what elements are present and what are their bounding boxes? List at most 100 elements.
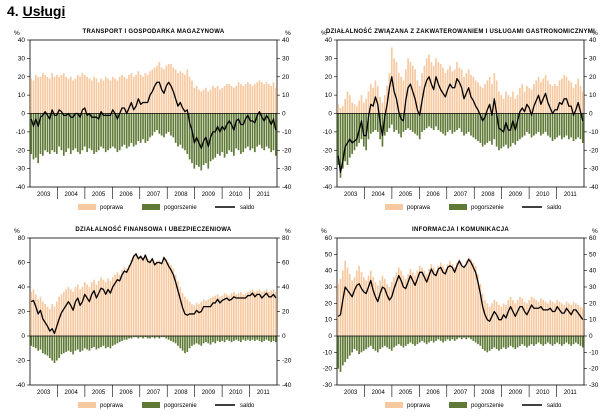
bar-pogorszenie xyxy=(128,113,130,147)
bar-poprawa xyxy=(535,80,538,114)
bar-poprawa xyxy=(60,74,63,114)
bar-poprawa xyxy=(451,71,454,114)
bar-poprawa xyxy=(58,76,60,114)
bar-pogorszenie xyxy=(458,336,461,338)
bar-pogorszenie xyxy=(258,336,261,341)
bar-poprawa xyxy=(128,264,130,336)
bar-poprawa xyxy=(67,78,70,114)
bar-pogorszenie xyxy=(90,336,93,349)
bar-poprawa xyxy=(170,63,172,114)
bar-pogorszenie xyxy=(144,336,147,338)
bar-pogorszenie xyxy=(44,113,46,151)
bar-pogorszenie xyxy=(409,336,412,343)
bar-pogorszenie xyxy=(495,336,498,350)
y-tick-label-right: 0 xyxy=(589,111,593,118)
bar-pogorszenie xyxy=(341,113,344,169)
bar-poprawa xyxy=(551,301,554,336)
legend-label-saldo: saldo xyxy=(547,205,562,211)
bar-poprawa xyxy=(219,296,221,336)
bar-pogorszenie xyxy=(351,336,353,353)
bar-poprawa xyxy=(235,294,238,336)
bar-pogorszenie xyxy=(256,113,259,147)
bar-pogorszenie xyxy=(44,336,46,355)
bar-pogorszenie xyxy=(467,336,470,338)
bar-poprawa xyxy=(346,267,349,336)
bar-pogorszenie xyxy=(221,113,224,153)
bar-poprawa xyxy=(540,298,542,336)
bar-pogorszenie xyxy=(160,113,163,136)
legend-label-poprawa: poprawa xyxy=(100,205,124,211)
bar-poprawa xyxy=(565,301,568,336)
bar-poprawa xyxy=(265,289,268,336)
bar-pogorszenie xyxy=(437,113,440,131)
bar-poprawa xyxy=(237,82,240,114)
bar-poprawa xyxy=(69,289,72,336)
bar-poprawa xyxy=(418,265,421,336)
y-tick-label-left: 40 xyxy=(18,284,26,291)
bar-poprawa xyxy=(376,85,379,114)
bar-poprawa xyxy=(86,76,88,114)
bar-poprawa xyxy=(228,84,231,114)
bar-pogorszenie xyxy=(39,113,42,154)
bar-poprawa xyxy=(170,264,172,336)
bar-pogorszenie xyxy=(142,336,144,339)
bar-pogorszenie xyxy=(69,113,72,154)
bar-pogorszenie xyxy=(272,113,275,151)
bar-pogorszenie xyxy=(486,113,489,143)
bar-pogorszenie xyxy=(404,113,407,131)
bar-poprawa xyxy=(495,301,498,336)
y-tick-label-left: 20 xyxy=(325,300,333,307)
bar-poprawa xyxy=(456,262,458,336)
y-tick-label-right: 20 xyxy=(589,300,597,307)
bar-pogorszenie xyxy=(65,336,67,352)
bar-pogorszenie xyxy=(60,336,63,355)
bar-pogorszenie xyxy=(365,336,367,350)
bar-poprawa xyxy=(488,76,491,114)
bar-pogorszenie xyxy=(484,336,486,351)
bar-poprawa xyxy=(460,262,463,336)
bar-poprawa xyxy=(568,303,570,336)
bar-poprawa xyxy=(55,301,58,336)
bar-pogorszenie xyxy=(160,336,163,338)
bar-pogorszenie xyxy=(272,336,275,341)
bar-poprawa xyxy=(186,69,189,114)
bar-pogorszenie xyxy=(186,113,189,154)
bar-pogorszenie xyxy=(200,336,203,346)
bar-poprawa xyxy=(233,87,235,114)
bar-poprawa xyxy=(258,80,261,114)
bar-pogorszenie xyxy=(111,336,114,346)
bar-poprawa xyxy=(104,282,107,336)
bar-poprawa xyxy=(372,277,374,336)
chart-title: DZIAŁALNOŚĆ FINANSOWA I UBEZPIECZENIOWA xyxy=(75,225,232,233)
bar-pogorszenie xyxy=(275,113,277,156)
bar-pogorszenie xyxy=(558,336,561,345)
chart-accommodation-gastronomy: DZIAŁALNOŚĆ ZWIĄZANA Z ZAKWATEROWANIEM I… xyxy=(321,27,599,211)
bar-pogorszenie xyxy=(247,336,249,340)
bar-poprawa xyxy=(507,300,510,336)
x-tick-label: 2006 xyxy=(119,192,133,198)
bar-pogorszenie xyxy=(46,113,49,153)
bar-pogorszenie xyxy=(460,336,463,340)
bar-pogorszenie xyxy=(118,113,121,151)
y-tick-label-left: 60 xyxy=(18,260,26,267)
bar-poprawa xyxy=(400,270,402,336)
bar-pogorszenie xyxy=(500,336,503,350)
bar-poprawa xyxy=(500,95,503,114)
bar-pogorszenie xyxy=(575,336,577,343)
legend-swatch-poprawa xyxy=(385,204,403,210)
bar-poprawa xyxy=(516,95,519,114)
bar-poprawa xyxy=(477,273,479,336)
bar-poprawa xyxy=(188,76,191,114)
bar-poprawa xyxy=(570,304,573,336)
bar-pogorszenie xyxy=(83,336,86,349)
legend-swatch-poprawa xyxy=(78,402,96,408)
bar-pogorszenie xyxy=(472,113,475,138)
bar-poprawa xyxy=(481,87,484,114)
bar-poprawa xyxy=(509,296,512,336)
bar-pogorszenie xyxy=(423,336,426,343)
y-axis-unit-right: % xyxy=(285,30,291,37)
bar-pogorszenie xyxy=(230,336,233,343)
bar-poprawa xyxy=(144,253,147,336)
bar-poprawa xyxy=(230,85,233,114)
bar-pogorszenie xyxy=(153,113,156,132)
